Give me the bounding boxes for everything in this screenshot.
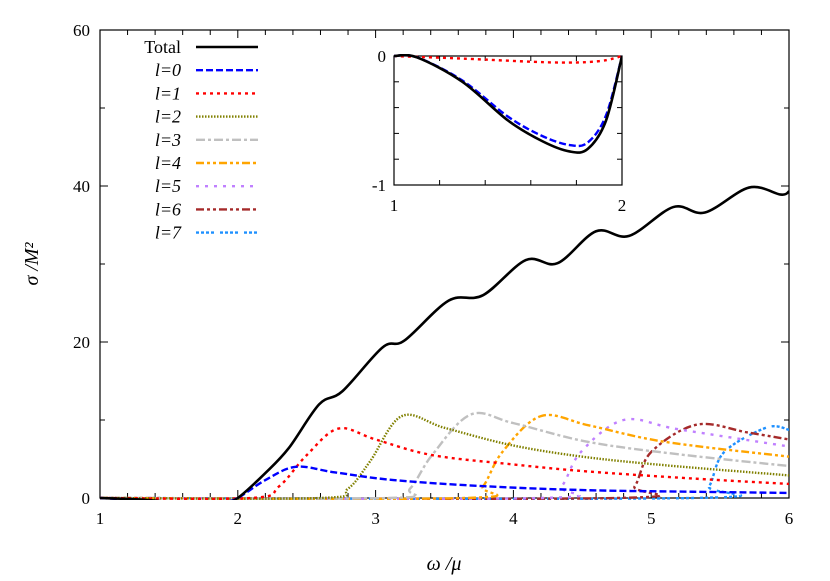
x-tick-label: 2 [234, 509, 243, 528]
y-tick-label: 20 [73, 333, 90, 352]
legend-label: l=7 [155, 223, 182, 243]
series-line-l-7 [100, 424, 789, 500]
legend-label: l=3 [155, 130, 181, 150]
y-tick-label: 60 [73, 21, 90, 40]
x-tick-label: 2 [618, 196, 627, 215]
legend: Total l=0 l=1 l=2 l=3 l=4 l=5 l=6 l=7 [144, 37, 258, 243]
series-line-l-1 [394, 54, 622, 64]
x-tick-label: 1 [96, 509, 105, 528]
inset-plot: 1 2 0 -1 [372, 47, 626, 215]
y-tick-label: 40 [73, 177, 90, 196]
x-tick-label: 3 [371, 509, 380, 528]
y-axis-label: σ /M² [21, 241, 43, 285]
series-line-total [394, 54, 622, 154]
legend-label: l=0 [155, 60, 181, 80]
series-line-l-1 [100, 426, 789, 500]
legend-label: l=2 [155, 107, 181, 127]
legend-label: l=4 [155, 153, 181, 173]
series-line-l-0 [100, 465, 789, 500]
y-tick-label: -1 [372, 176, 386, 195]
x-tick-label: 5 [647, 509, 656, 528]
legend-label: l=5 [155, 176, 181, 196]
x-tick-label: 4 [509, 509, 518, 528]
y-tick-label: 0 [378, 47, 387, 66]
x-axis-label: ω /μ [427, 553, 462, 575]
x-tick-label: 6 [785, 509, 794, 528]
series-line-l-2 [100, 413, 789, 500]
x-tick-label: 1 [390, 196, 399, 215]
series-line-total [100, 185, 789, 500]
series-line-l-3 [100, 411, 789, 500]
legend-label: Total [144, 37, 181, 57]
y-tick-label: 0 [82, 489, 91, 508]
legend-label: l=6 [155, 199, 181, 219]
legend-label: l=1 [155, 83, 181, 103]
series-line-l-6 [100, 422, 789, 500]
